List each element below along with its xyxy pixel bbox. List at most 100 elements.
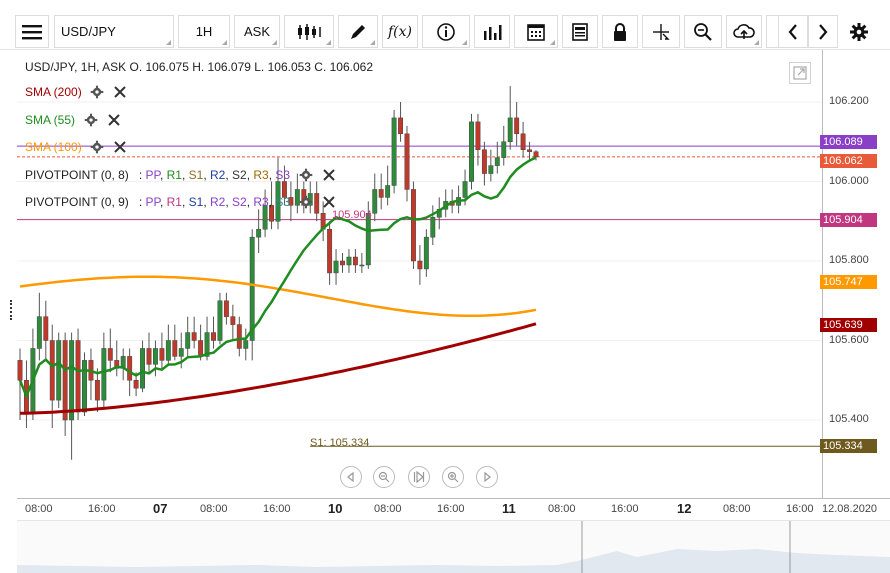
lock-button[interactable]	[602, 15, 638, 48]
resize-handle[interactable]	[10, 300, 14, 320]
gear-icon[interactable]	[83, 112, 98, 127]
chart-area[interactable]	[17, 50, 822, 498]
navigator-overview[interactable]	[17, 520, 890, 573]
candle-body	[359, 264, 365, 267]
pivot-r2: R2	[210, 194, 226, 209]
price-type-label: ASK	[243, 24, 270, 39]
candle-body	[527, 149, 533, 152]
candle-body	[75, 340, 81, 413]
candle-body	[488, 165, 494, 174]
scroll-left-button[interactable]	[778, 15, 808, 48]
candle-body	[294, 189, 300, 206]
dropdown-corner-icon	[462, 40, 467, 45]
price-chart[interactable]	[17, 50, 822, 498]
candle-body	[417, 260, 423, 270]
template-button[interactable]	[562, 15, 598, 48]
scroll-right-button[interactable]	[808, 15, 838, 48]
menu-button[interactable]	[15, 15, 49, 48]
crosshair-button[interactable]	[642, 15, 680, 48]
dropdown-corner-icon	[754, 40, 759, 45]
candle-body	[191, 332, 197, 341]
draw-tool-button[interactable]	[338, 15, 378, 48]
close-icon[interactable]	[106, 112, 121, 127]
candle-body	[114, 360, 120, 369]
dropdown-corner-icon	[166, 40, 171, 45]
template-icon	[572, 22, 588, 41]
indicator-pivot-8[interactable]: PIVOTPOINT (0, 8) : PP, R1, S1, R2, S2, …	[25, 167, 336, 182]
reset-view-button[interactable]	[408, 466, 430, 488]
indicator-label: SMA (100)	[25, 139, 82, 154]
candle-body	[346, 256, 352, 266]
indicator-sma-100[interactable]: SMA (100)	[25, 139, 128, 154]
candle-body	[314, 193, 320, 214]
gear-icon[interactable]	[90, 84, 105, 99]
chart-type-button[interactable]	[284, 15, 334, 48]
indicator-pivot-9[interactable]: PIVOTPOINT (0, 9) : PP, R1, S1, R2, S2, …	[25, 194, 336, 209]
pivot-r1: R1	[166, 194, 182, 209]
candle-body	[243, 340, 249, 349]
lock-icon	[614, 22, 626, 41]
candle-body	[49, 340, 55, 401]
candle-body	[520, 133, 526, 150]
time-tick: 16:00	[88, 503, 116, 515]
info-icon	[437, 22, 455, 41]
timeframe-select[interactable]: 1H	[178, 15, 230, 48]
candle-body	[17, 360, 23, 381]
expand-button[interactable]	[789, 62, 811, 84]
calendar-button[interactable]	[514, 15, 558, 48]
close-icon[interactable]	[113, 139, 128, 154]
candle-body	[101, 348, 107, 401]
pivot-pp: PP	[145, 167, 160, 182]
bar-chart-icon	[484, 24, 502, 40]
time-axis[interactable]	[17, 498, 890, 520]
ohlc-info: USD/JPY, 1H, ASK O. 106.075 H. 106.079 L…	[25, 60, 374, 74]
close-icon[interactable]	[321, 194, 336, 209]
price-axis[interactable]	[822, 50, 890, 498]
candle-body	[236, 324, 242, 349]
gear-icon[interactable]	[298, 194, 313, 209]
price-tick: 105.400	[829, 413, 869, 425]
sma-200-line	[20, 322, 537, 415]
pan-right-button[interactable]	[476, 466, 498, 488]
indicator-sma-200[interactable]: SMA (200)	[25, 84, 128, 99]
gear-icon[interactable]	[90, 139, 105, 154]
price-tick: 106.000	[829, 174, 869, 187]
bar-chart-button[interactable]	[474, 15, 510, 48]
indicator-label: PIVOTPOINT (0, 9)	[25, 194, 129, 209]
close-icon[interactable]	[113, 84, 128, 99]
indicator-sma-55[interactable]: SMA (55)	[25, 112, 121, 127]
cloud-save-button[interactable]	[726, 15, 762, 48]
gear-icon[interactable]	[298, 167, 313, 182]
candle-body	[282, 181, 287, 198]
toolbar: USD/JPY 1H ASK f(x)	[0, 0, 890, 50]
zoom-in-button[interactable]	[442, 466, 464, 488]
candle-body	[262, 205, 268, 230]
indicators-button[interactable]: f(x)	[382, 15, 418, 48]
candle-body	[333, 260, 339, 274]
pivot-s3: S3	[275, 194, 291, 209]
candle-body	[269, 205, 275, 222]
candle-body	[249, 236, 255, 341]
info-button[interactable]	[422, 15, 470, 48]
candle-body	[159, 348, 165, 361]
candle-body	[172, 340, 178, 357]
candle-body	[217, 300, 223, 341]
candle-body	[185, 332, 191, 349]
candle-body	[481, 149, 487, 174]
candle-body	[391, 117, 397, 186]
price-type-select[interactable]: ASK	[234, 15, 280, 48]
close-icon[interactable]	[321, 167, 336, 182]
zoom-button[interactable]	[684, 15, 722, 48]
candle-body	[36, 316, 42, 349]
candle-body	[430, 217, 436, 238]
zoom-in-icon	[447, 471, 459, 483]
candle-body	[140, 348, 145, 389]
symbol-select[interactable]: USD/JPY	[54, 15, 174, 48]
pan-left-button[interactable]	[340, 466, 362, 488]
indicator-label: SMA (55)	[25, 112, 76, 127]
pivot-s1: S1	[188, 194, 204, 209]
settings-button[interactable]	[842, 15, 876, 48]
candle-body	[256, 228, 262, 238]
price-tick: 105.800	[829, 254, 869, 266]
zoom-out-button[interactable]	[373, 466, 395, 488]
